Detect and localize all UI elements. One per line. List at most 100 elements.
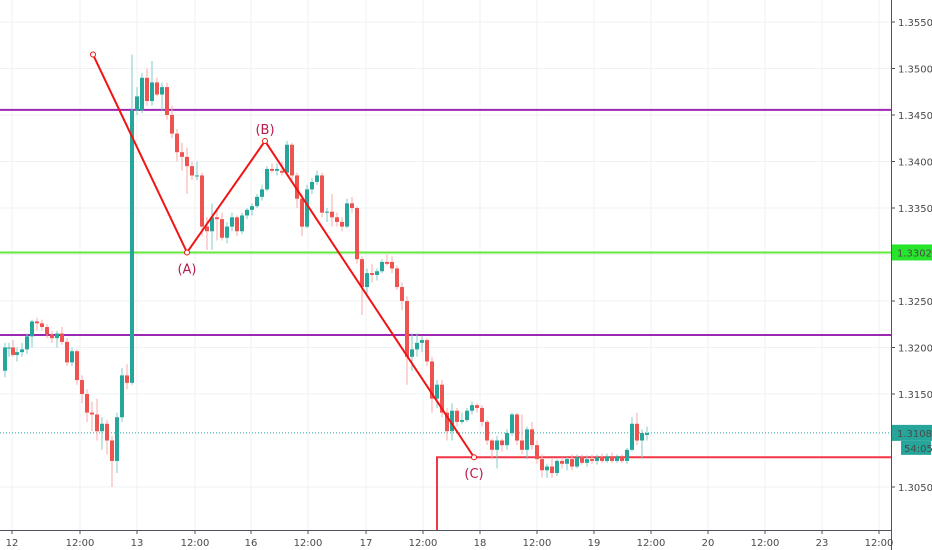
candle-body [135, 96, 139, 111]
candle-body [370, 273, 374, 275]
candle-body [80, 380, 84, 394]
candle-body [620, 456, 624, 461]
candle-body [50, 334, 54, 339]
price-tick-label: 1.34000 [898, 158, 932, 169]
candle-body [570, 459, 574, 467]
candle-body [610, 456, 614, 461]
time-axis-bg [0, 530, 932, 550]
candle-body [25, 336, 29, 350]
time-tick-label: 18 [474, 538, 487, 549]
candle-body [595, 457, 599, 461]
candle-body [310, 181, 314, 190]
candle-body [290, 144, 294, 176]
time-tick-label: 12:00 [181, 538, 210, 549]
wave-point-handle [90, 51, 96, 58]
price-tick-label: 1.32000 [898, 344, 932, 355]
wave-point-handle [471, 454, 477, 461]
candle-body [205, 226, 209, 232]
wave-label-a: (A) [177, 262, 196, 277]
candles [3, 54, 649, 487]
candle-body [455, 410, 459, 422]
candle-body [55, 333, 59, 339]
time-tick-label: 12:00 [294, 538, 323, 549]
candle-body [375, 271, 379, 275]
price-tick-label: 1.35500 [898, 18, 932, 29]
candle-body [590, 459, 594, 461]
candle-body [365, 273, 369, 288]
candle-body [305, 189, 309, 227]
candle-body [645, 433, 649, 435]
candle-body [130, 110, 134, 383]
candle-body [615, 456, 619, 461]
time-tick-label: 12:00 [523, 538, 552, 549]
price-tick-label: 1.35000 [898, 65, 932, 76]
candle-body [165, 87, 169, 115]
horizontal-lines [0, 108, 891, 530]
candle-body [235, 217, 239, 232]
candle-body [520, 440, 524, 450]
candle-body [320, 175, 324, 213]
candle-body [175, 133, 179, 153]
candle-body [400, 287, 404, 301]
price-tick-label: 1.34500 [898, 111, 932, 122]
candle-body [100, 423, 104, 432]
candle-body [315, 175, 319, 182]
time-tick-label: 19 [588, 538, 601, 549]
candle-body [470, 405, 474, 411]
time-tick-label: 20 [702, 538, 715, 549]
wave-drawing: (A) (B) (C) [90, 51, 484, 482]
candle-body [275, 168, 279, 171]
candle-body [180, 152, 184, 157]
price-tick-label: 1.31500 [898, 390, 932, 401]
candle-body [445, 412, 449, 432]
candle-body [185, 156, 189, 167]
time-tick-label: 12:00 [751, 538, 780, 549]
candle-body [155, 82, 159, 95]
candle-body [145, 77, 149, 102]
candle-body [630, 423, 634, 450]
candle-body [200, 175, 204, 227]
wave-label-c: (C) [464, 467, 483, 482]
candle-body [425, 340, 429, 362]
candle-body [3, 347, 7, 371]
price-label-bg [892, 244, 932, 261]
candle-body [450, 410, 454, 432]
candle-body [410, 349, 414, 357]
countdown-label: 54:05 [904, 444, 932, 455]
candle-body [35, 321, 39, 324]
wave-label-b: (B) [255, 123, 274, 138]
candle-body [600, 457, 604, 461]
candle-body [500, 440, 504, 446]
time-tick-label: 16 [245, 538, 258, 549]
candle-body [605, 456, 609, 461]
candle-body [245, 209, 249, 216]
candle-body [565, 459, 569, 464]
support-price-label: 1.33022 [897, 248, 932, 259]
candle-body [435, 384, 439, 399]
candle-body [85, 394, 89, 413]
candle-body [265, 168, 269, 190]
candle-body [15, 352, 19, 355]
time-tick-label: 12:00 [637, 538, 666, 549]
candle-body [380, 261, 384, 272]
candle-body [285, 144, 289, 173]
candle-body [225, 226, 229, 238]
candle-body [230, 217, 234, 227]
candle-body [330, 211, 334, 218]
candle-body [110, 440, 114, 461]
candle-body [60, 333, 64, 342]
wave-point-handle [262, 138, 268, 145]
candle-body [190, 166, 194, 176]
candle-body [75, 351, 79, 381]
abc-wave-line [92, 54, 475, 458]
candle-body [550, 466, 554, 474]
candle-body [585, 459, 589, 463]
candle-body [530, 429, 534, 446]
candle-body [555, 460, 559, 474]
candle-body [395, 268, 399, 288]
candle-body [20, 349, 24, 353]
candle-body [640, 433, 644, 441]
candle-body [360, 259, 364, 288]
